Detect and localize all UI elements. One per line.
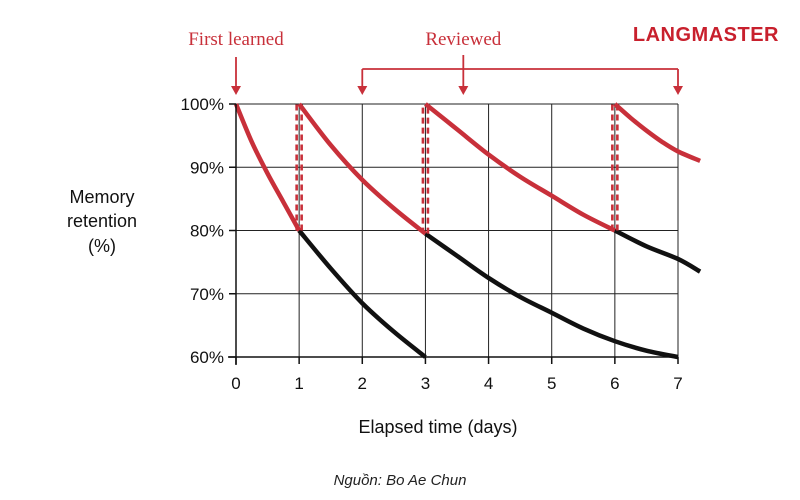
y-tick-label-60: 60%	[190, 348, 224, 367]
reviewed-arrow-middle-head	[458, 86, 469, 95]
chart-axes	[228, 103, 679, 365]
series-line-7	[613, 228, 702, 274]
y-axis-label-line-2: retention	[67, 211, 137, 231]
x-tick-label-2: 2	[358, 374, 367, 393]
x-tick-label-4: 4	[484, 374, 493, 393]
x-tick-label-6: 6	[610, 374, 619, 393]
series-line-2	[297, 102, 427, 236]
x-tick-label-0: 0	[231, 374, 240, 393]
reviewed-arrow-left-head	[357, 86, 368, 95]
y-tick-labels: 60% 70% 80% 90% 100%	[181, 95, 224, 367]
chart-series	[233, 102, 702, 360]
x-tick-label-7: 7	[673, 374, 682, 393]
series-line-4	[613, 102, 701, 163]
first-learned-arrow-head	[231, 86, 241, 95]
reviewed-arrow-right-head	[673, 86, 683, 95]
y-axis-label: Memory retention (%)	[67, 187, 137, 256]
x-tick-label-3: 3	[421, 374, 430, 393]
reviewed-label: Reviewed	[425, 29, 501, 50]
y-axis-label-line-1: Memory	[69, 187, 134, 207]
y-tick-label-80: 80%	[190, 222, 224, 241]
series-line-6	[424, 231, 679, 360]
y-axis-label-line-3: (%)	[88, 236, 116, 256]
chart-annotations: First learned Reviewed	[188, 29, 683, 95]
annotation-arrows	[231, 55, 683, 95]
x-tick-label-5: 5	[547, 374, 556, 393]
x-axis-label: Elapsed time (days)	[358, 417, 517, 437]
y-tick-label-70: 70%	[190, 285, 224, 304]
series-line-3	[424, 102, 616, 233]
first-learned-label: First learned	[188, 29, 284, 50]
y-tick-label-90: 90%	[190, 158, 224, 177]
series-line-5	[297, 229, 427, 359]
y-tick-label-100: 100%	[181, 95, 224, 114]
source-caption: Nguồn: Bo Ae Chun	[334, 472, 467, 489]
langmaster-logo: LANGMASTER	[633, 24, 779, 46]
review-jump-lines	[295, 104, 619, 234]
x-tick-labels: 0 1 2 3 4 5 6 7	[231, 374, 682, 393]
series-line-1	[233, 103, 302, 232]
x-tick-label-1: 1	[294, 374, 303, 393]
